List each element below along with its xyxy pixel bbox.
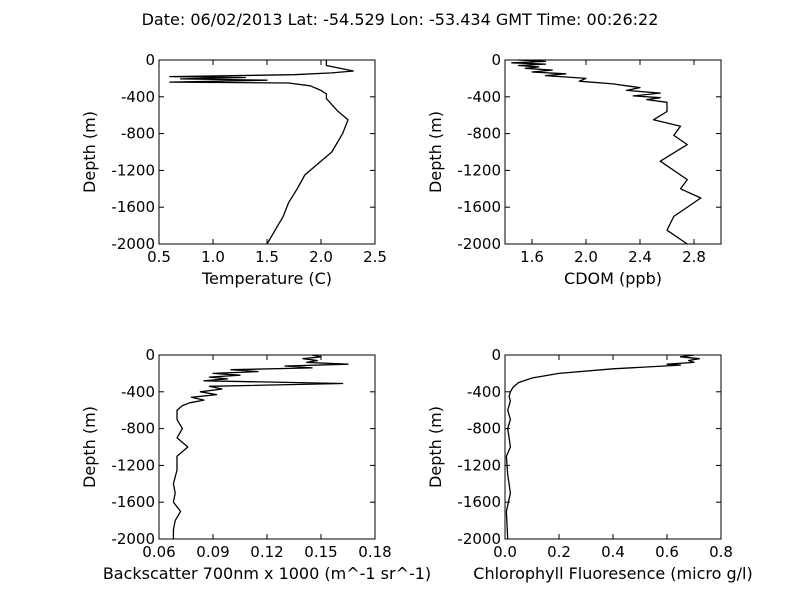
- x-tick-label: 0.09: [196, 543, 229, 561]
- y-tick-label: -800: [121, 420, 155, 438]
- x-tick-label: 2.8: [682, 248, 706, 266]
- plot-frame: [504, 59, 722, 245]
- y-tick-label: 0: [145, 346, 155, 364]
- x-axis-label: Chlorophyll Fluoresence (micro g/l): [473, 564, 752, 583]
- y-tick-label: -2000: [457, 530, 501, 548]
- profile-panel: 0 -400 -800 -1200 -1600 -2000 1.6 2.0 2.4 2.8 CDOM…: [426, 51, 722, 288]
- x-tick-label: 0.8: [709, 543, 733, 561]
- y-tick-label: -1200: [457, 161, 501, 179]
- y-axis-label: Depth (m): [80, 406, 99, 488]
- y-tick-label: -1600: [457, 493, 501, 511]
- y-axis-label: Depth (m): [426, 406, 445, 488]
- x-tick-label: 0.4: [601, 543, 625, 561]
- y-tick-label: -1600: [111, 198, 155, 216]
- y-tick-label: -400: [467, 383, 501, 401]
- y-tick-label: -400: [121, 88, 155, 106]
- y-tick-label: -400: [121, 383, 155, 401]
- y-tick-label: 0: [491, 51, 501, 69]
- x-tick-label: 0.6: [655, 543, 679, 561]
- x-tick-label: 1.6: [520, 248, 544, 266]
- x-tick-label: 2.5: [363, 248, 387, 266]
- y-tick-label: -1200: [111, 161, 155, 179]
- x-axis-label: Backscatter 700nm x 1000 (m^-1 sr^-1): [103, 564, 431, 583]
- profile-line: [505, 354, 701, 540]
- x-tick-label: 1.0: [201, 248, 225, 266]
- y-tick-label: -400: [467, 88, 501, 106]
- plot-frame: [158, 59, 376, 245]
- x-tick-label: 0.0: [493, 543, 517, 561]
- y-tick-label: -800: [467, 125, 501, 143]
- x-tick-label: 2.0: [309, 248, 333, 266]
- y-tick-label: -2000: [111, 530, 155, 548]
- plot-frame: [158, 354, 376, 540]
- y-tick-label: -1200: [111, 456, 155, 474]
- y-tick-label: 0: [491, 346, 501, 364]
- y-tick-label: -800: [467, 420, 501, 438]
- x-tick-label: 0.06: [142, 543, 175, 561]
- x-tick-label: 0.2: [547, 543, 571, 561]
- y-tick-label: -1200: [457, 456, 501, 474]
- x-tick-label: 0.15: [304, 543, 337, 561]
- x-tick-label: 2.4: [628, 248, 652, 266]
- x-tick-label: 2.0: [574, 248, 598, 266]
- plot-frame: [504, 354, 722, 540]
- y-tick-label: -2000: [111, 235, 155, 253]
- y-tick-label: -1600: [457, 198, 501, 216]
- figure-title: Date: 06/02/2013 Lat: -54.529 Lon: -53.4…: [142, 10, 659, 29]
- x-tick-label: 1.5: [255, 248, 279, 266]
- y-axis-label: Depth (m): [80, 111, 99, 193]
- x-axis-label: CDOM (ppb): [564, 269, 662, 288]
- profile-line: [172, 354, 349, 539]
- y-tick-label: 0: [145, 51, 155, 69]
- y-tick-label: -2000: [457, 235, 501, 253]
- profile-line: [511, 59, 702, 245]
- y-tick-label: -1600: [111, 493, 155, 511]
- y-axis-label: Depth (m): [426, 111, 445, 193]
- x-tick-label: 0.12: [250, 543, 283, 561]
- x-axis-label: Temperature (C): [201, 269, 332, 288]
- y-tick-label: -800: [121, 125, 155, 143]
- profile-line: [169, 60, 355, 245]
- x-tick-label: 0.5: [147, 248, 171, 266]
- x-tick-label: 0.18: [358, 543, 391, 561]
